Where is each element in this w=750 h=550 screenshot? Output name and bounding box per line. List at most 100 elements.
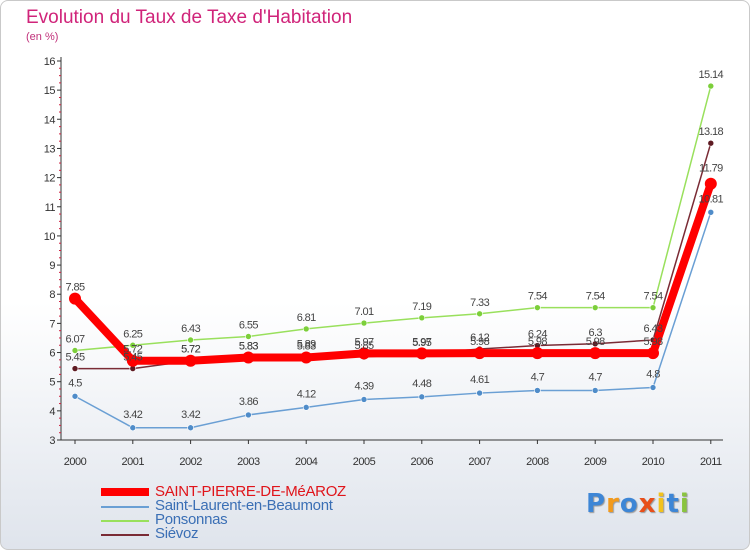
data-point [534,304,541,311]
data-point [245,333,252,340]
data-label: 5.72 [181,344,200,356]
x-tick-label: 2003 [237,456,260,468]
data-point [242,351,255,364]
y-tick-label: 11 [45,202,56,214]
logo-letter: P [586,489,607,519]
x-tick-label: 2010 [642,456,665,468]
data-label: 6.12 [470,332,489,344]
x-tick-label: 2001 [122,456,145,468]
logo-letter: i [679,489,690,519]
data-point [591,387,599,394]
data-label: 5.45 [123,352,142,364]
x-tick-label: 2000 [64,456,87,468]
data-label: 5.89 [297,339,316,351]
data-label: 6.43 [181,323,200,335]
y-tick-label: 10 [44,231,56,243]
data-label: 3.42 [181,409,200,421]
data-label: 5.98 [528,336,547,348]
data-point [71,365,79,372]
data-point [187,424,194,432]
data-point [302,404,310,411]
y-tick-label: 8 [49,289,55,301]
logo-letter: r [606,489,620,519]
data-point [129,341,137,349]
data-point [707,82,715,90]
data-point [589,347,602,360]
data-label: 4.8 [646,369,660,381]
data-label: 6.81 [297,312,316,324]
data-label: 5.72 [123,344,142,356]
data-label: 11.79 [699,163,723,175]
data-label: 5.45 [65,352,84,364]
data-label: 5.98 [643,336,662,348]
x-tick-label: 2002 [179,456,202,468]
y-tick-label: 4 [49,406,55,418]
data-label: 4.7 [588,371,602,383]
data-label: 6.55 [239,320,258,332]
data-label: 5.83 [239,340,258,352]
data-point [415,347,428,360]
data-point [704,177,717,190]
data-point [418,314,426,322]
legend-label: Siévoz [155,525,199,542]
data-point [591,340,599,348]
y-tick-label: 7 [49,318,55,330]
data-point [126,354,139,367]
data-label: 5.97 [354,336,373,348]
x-tick-label: 2007 [468,456,491,468]
data-label: 4.12 [297,388,316,400]
data-label: 5.83 [239,340,258,352]
data-label: 4.7 [531,371,545,383]
legend-label: SAINT-PIERRE-DE-MéAROZ [155,483,346,500]
logo-letter: i [656,489,667,519]
data-label: 7.85 [65,282,84,294]
series-line-3 [74,142,712,370]
data-point [300,351,313,364]
y-tick-label: 9 [49,260,55,272]
data-point [129,424,137,432]
y-tick-label: 6 [49,348,55,360]
legend-swatch-ponsonnas [101,520,149,522]
data-label: 7.54 [643,291,662,303]
y-tick-label: 3 [49,435,55,447]
data-label: 5.98 [470,336,489,348]
legend-swatch-saint-laurent [101,506,149,508]
data-label: 10.81 [699,193,724,205]
data-label: 6.07 [65,333,84,345]
data-label: 7.33 [470,297,489,309]
data-label: 7.54 [528,291,547,303]
data-label: 3.42 [123,409,142,421]
series-line-2 [74,85,712,352]
data-label: 4.39 [354,380,373,392]
y-tick-label: 5 [49,377,55,389]
data-point [476,310,483,318]
data-label: 4.48 [412,378,431,390]
data-label: 5.95 [412,337,431,349]
data-point [649,304,657,311]
data-label: 5.72 [181,344,200,356]
data-point [476,389,483,397]
chart-title: Evolution du Taux de Taxe d'Habitation [26,7,353,28]
data-point [649,384,657,391]
data-point [302,325,310,333]
y-tick-label: 13 [44,143,56,155]
data-point [360,319,368,327]
data-point [591,304,599,311]
legend-label: Ponsonnas [155,511,228,528]
data-point [69,292,81,305]
data-label: 6.25 [123,328,142,340]
data-label: 5.85 [354,340,373,352]
data-point [360,396,368,403]
y-tick-label: 16 [44,56,56,68]
data-point [71,347,79,354]
data-label: 7.54 [586,291,605,303]
legend-swatch-saint-pierre [101,488,149,496]
data-label: 6.43 [643,323,662,335]
y-tick-label: 12 [44,173,56,185]
data-point [707,139,715,147]
series-line-0 [71,179,715,365]
y-tick-label: 15 [44,85,56,97]
data-label: 15.14 [699,69,724,81]
